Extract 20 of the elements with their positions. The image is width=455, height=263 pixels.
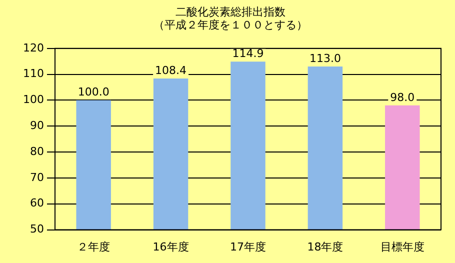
chart-subtitle: （平成２年度を１００とする）: [154, 18, 308, 32]
y-tick-label: 110: [22, 67, 44, 80]
data-label: 100.0: [78, 86, 110, 99]
x-tick-label: 16年度: [152, 240, 189, 254]
y-tick-label: 70: [30, 170, 44, 184]
x-tick-label: ２年度: [77, 240, 110, 254]
data-label: 98.0: [390, 90, 415, 104]
y-tick-label: 120: [22, 41, 44, 54]
x-tick-label: 18年度: [307, 240, 344, 254]
chart-title: 二酸化炭素総排出指数: [176, 5, 286, 18]
data-label: 113.0: [309, 52, 341, 65]
x-tick-label: 目標年度: [380, 240, 424, 254]
data-label: 114.9: [232, 46, 264, 60]
x-tick-label: 17年度: [230, 240, 266, 254]
y-tick-label: 50: [30, 222, 44, 236]
y-tick-label: 100: [22, 93, 44, 106]
y-tick-label: 80: [30, 144, 44, 158]
y-tick-label: 60: [30, 196, 44, 210]
data-label: 108.4: [155, 64, 187, 77]
y-tick-label: 90: [30, 119, 44, 132]
